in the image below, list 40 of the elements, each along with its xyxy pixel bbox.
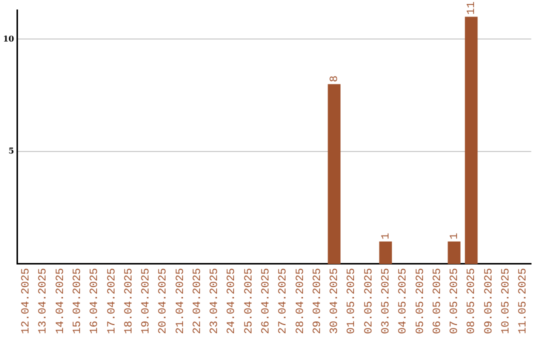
x-tick-label: 22.04.2025: [192, 268, 204, 334]
x-tick-label: 30.04.2025: [329, 268, 342, 334]
x-tick-label: 28.04.2025: [294, 268, 307, 334]
x-tick-label: 10.05.2025: [500, 268, 512, 334]
x-tick-label: 17.04.2025: [106, 268, 118, 334]
x-tick-label: 03.05.2025: [380, 268, 392, 334]
x-tick-label: 14.04.2025: [54, 268, 67, 334]
x-tick-label: 19.04.2025: [140, 268, 153, 334]
y-tick-label: 5: [8, 146, 14, 156]
bar: [448, 242, 460, 264]
x-tick-label: 04.05.2025: [398, 268, 410, 334]
x-tick-label: 05.05.2025: [414, 268, 427, 334]
x-tick-label: 16.04.2025: [89, 268, 102, 334]
x-tick-label: 24.04.2025: [226, 268, 238, 334]
bar: [379, 242, 392, 264]
x-tick-label: 12.04.2025: [20, 268, 33, 334]
x-tick-label: 25.04.2025: [243, 268, 256, 334]
x-tick-label: 21.04.2025: [174, 268, 187, 334]
x-tick-label: 06.05.2025: [432, 268, 444, 334]
x-tick-label: 13.04.2025: [38, 268, 50, 334]
x-tick-label: 15.04.2025: [72, 268, 84, 334]
x-tick-label: 02.05.2025: [363, 268, 376, 334]
data-label: 1: [449, 232, 462, 240]
x-tick-label: 08.05.2025: [466, 268, 478, 334]
x-tick-label: 29.04.2025: [312, 268, 324, 334]
x-tick-label: 26.04.2025: [260, 268, 273, 334]
y-tick-label: 10: [2, 33, 15, 44]
x-tick-label: 11.05.2025: [518, 268, 530, 334]
x-tick-label: 18.04.2025: [123, 268, 136, 334]
x-tick-label: 09.05.2025: [483, 268, 496, 334]
x-tick-label: 23.04.2025: [209, 268, 222, 334]
bar: [464, 16, 478, 264]
x-tick-label: 20.04.2025: [158, 268, 170, 334]
x-tick-label: 01.05.2025: [346, 268, 358, 334]
data-label: 1: [380, 232, 392, 240]
data-label: 11: [466, 1, 478, 15]
bar: [328, 84, 341, 264]
x-tick-label: 07.05.2025: [449, 268, 462, 334]
x-tick-label: 27.04.2025: [278, 268, 290, 334]
data-label: 8: [329, 76, 342, 82]
